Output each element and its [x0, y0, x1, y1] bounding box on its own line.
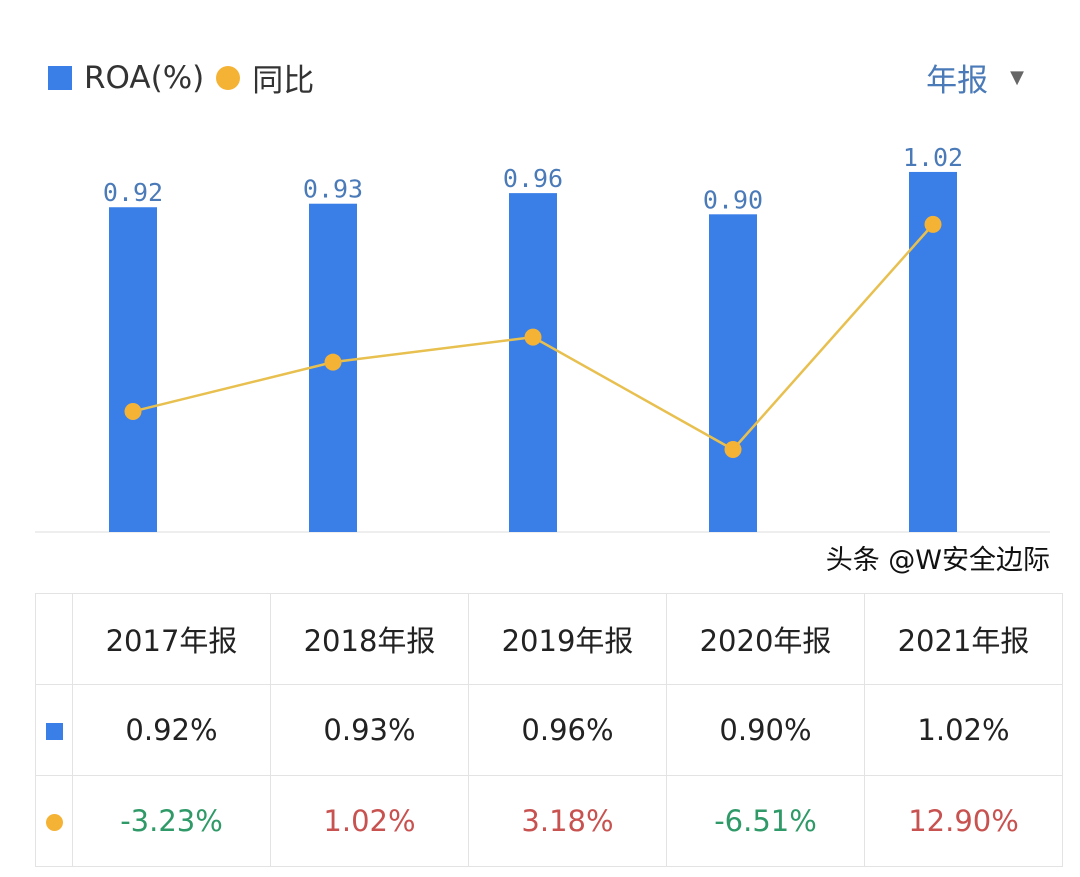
headers-cell: 2017年报	[72, 593, 271, 685]
roa-legend-swatch	[48, 65, 72, 90]
table-header-row: 2017年报 2018年报 2019年报 2020年报 2021年报	[35, 593, 1063, 685]
roa-marker-icon	[45, 723, 63, 740]
roa-cell: 0.90%	[666, 684, 865, 776]
table-row-yoy: -3.23% 1.02% 3.18% -6.51% 12.90%	[35, 775, 1063, 867]
bar	[509, 193, 557, 532]
headers-cell: 2020年报	[666, 593, 865, 685]
yoy-point	[124, 402, 142, 420]
bar-label: 0.96	[503, 164, 563, 193]
table-row-roa: 0.92% 0.93% 0.96% 0.90% 1.02%	[35, 684, 1063, 776]
chevron-down-icon: ▼	[1010, 67, 1024, 88]
roa-legend-label: ROA(%)	[84, 59, 205, 96]
bar	[109, 207, 157, 533]
bar-label: 0.90	[703, 185, 763, 214]
yoy-cell: -6.51%	[666, 775, 865, 867]
headers-cell: 2021年报	[864, 593, 1063, 685]
yoy-legend-label: 同比	[252, 63, 315, 99]
bar-label: 0.93	[303, 175, 363, 204]
yoy-point	[524, 328, 542, 346]
corner-cell	[35, 593, 73, 685]
headers-cell: 2018年报	[270, 593, 469, 685]
yoy-legend-swatch	[216, 65, 241, 90]
roa-cell: 0.92%	[72, 684, 271, 776]
bar-label: 0.92	[103, 178, 163, 207]
period-selector[interactable]: 年报 ▼	[926, 55, 1024, 100]
yoy-point	[924, 215, 942, 233]
bar	[709, 214, 757, 533]
yoy-cell: -3.23%	[72, 775, 271, 867]
watermark: 头条 @W安全边际	[825, 545, 1050, 576]
bar-label: 1.02	[903, 143, 963, 172]
period-label: 年报	[926, 63, 989, 99]
yoy-point	[724, 441, 742, 459]
yoy-marker-icon	[45, 814, 63, 831]
data-table: 2017年报 2018年报 2019年报 2020年报 2021年报 0.92% 0.93…	[35, 593, 1063, 867]
roa-cell: 0.93%	[270, 684, 469, 776]
yoy-cell: 12.90%	[864, 775, 1063, 867]
chart: 0.92 0.93 0.96 0.90 1.02	[35, 143, 1050, 533]
yoy-point	[324, 353, 342, 371]
roa-cell: 0.96%	[468, 684, 667, 776]
legend: ROA(%) 同比	[48, 55, 314, 100]
roa-cell: 1.02%	[864, 684, 1063, 776]
yoy-cell: 3.18%	[468, 775, 667, 867]
yoy-cell: 1.02%	[270, 775, 469, 867]
headers-cell: 2019年报	[468, 593, 667, 685]
